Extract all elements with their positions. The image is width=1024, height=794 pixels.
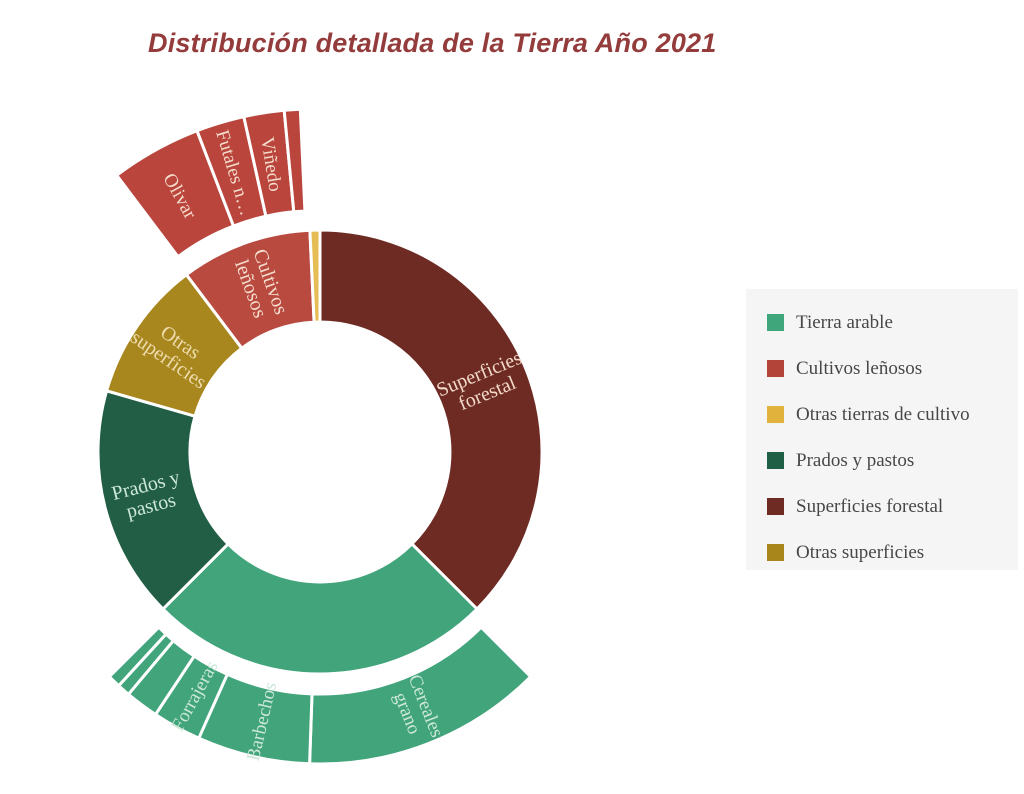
slice-prados-y-pastos[interactable] xyxy=(96,389,230,611)
slice-tierra-arable[interactable] xyxy=(161,542,479,676)
slice-unnamed-sub[interactable] xyxy=(107,625,168,688)
legend-swatch-superficies-forestal xyxy=(767,498,784,515)
legend-label: Tierra arable xyxy=(796,312,893,333)
slice-unnamed-sub[interactable] xyxy=(282,107,307,214)
chart-title: Distribución detallada de la Tierra Año … xyxy=(148,28,717,58)
legend-label: Prados y pastos xyxy=(796,450,915,471)
legend-swatch-prados-y-pastos xyxy=(767,452,784,469)
legend-item-otras-tierras-de-cultivo[interactable]: Otras tierras de cultivo xyxy=(767,404,1000,425)
legend-swatch-tierra-arable xyxy=(767,314,784,331)
legend-swatch-cultivos-lenosos xyxy=(767,360,784,377)
legend-panel: Tierra arable Cultivos leñosos Otras tie… xyxy=(746,289,1018,570)
legend-swatch-otras-tierras-de-cultivo xyxy=(767,406,784,423)
legend-label: Cultivos leñosos xyxy=(796,358,923,379)
legend-label: Otras tierras de cultivo xyxy=(796,404,970,425)
legend-swatch-otras-superficies xyxy=(767,544,784,561)
legend-item-superficies-forestal[interactable]: Superficies forestal xyxy=(767,496,1000,517)
legend-item-otras-superficies[interactable]: Otras superficies xyxy=(767,542,1000,563)
legend-item-tierra-arable[interactable]: Tierra arable xyxy=(767,312,1000,333)
legend-label: Superficies forestal xyxy=(796,496,944,517)
legend-item-cultivos-lenosos[interactable]: Cultivos leñosos xyxy=(767,358,1000,379)
legend-label: Otras superficies xyxy=(796,542,925,563)
slice-superficies-forestal[interactable] xyxy=(318,228,544,611)
legend-item-prados-y-pastos[interactable]: Prados y pastos xyxy=(767,450,1000,471)
slice-otras-tierras-de-cultivo[interactable] xyxy=(308,228,322,324)
